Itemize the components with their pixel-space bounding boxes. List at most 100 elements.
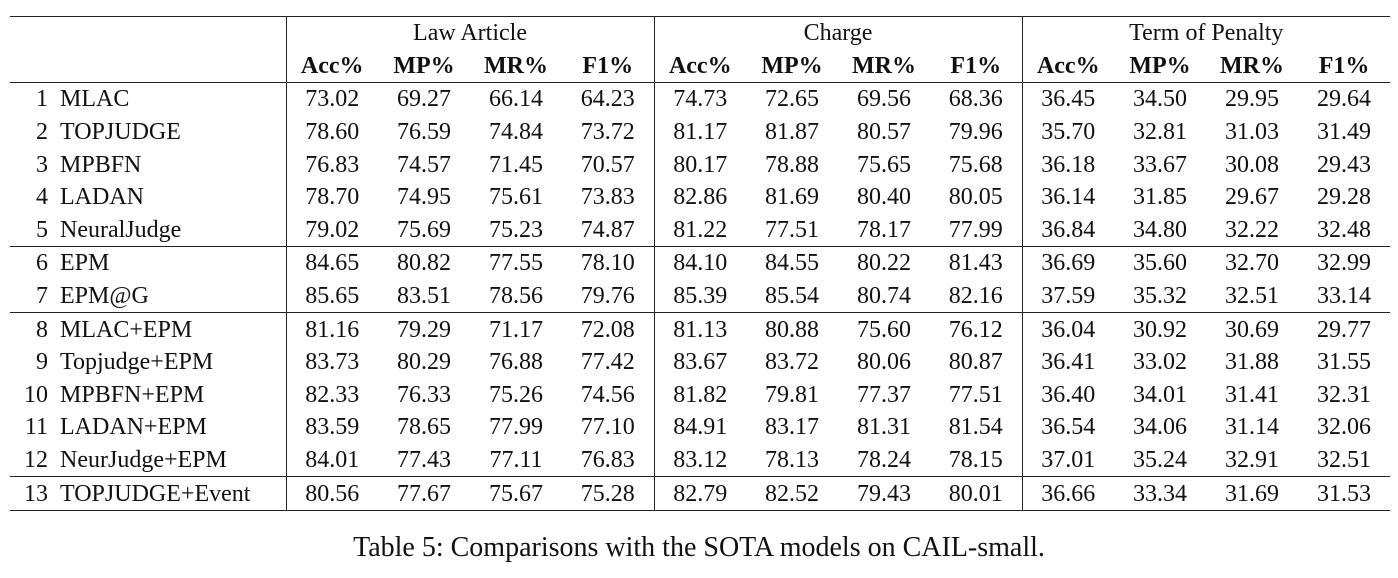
metric-value: 77.11: [489, 447, 543, 474]
metric-value: 72.65: [746, 82, 839, 116]
metric-value: 36.04: [1021, 312, 1115, 346]
metric-value: 83.51: [397, 283, 451, 310]
model-name: MLAC+EPM: [60, 312, 286, 346]
metric-value: 35.32: [1133, 283, 1188, 310]
metric-value: 78.65: [397, 414, 451, 441]
metric-value: 80.29: [397, 349, 451, 376]
metric-value: 80.56: [285, 476, 378, 511]
metric-value: 32.99: [1298, 246, 1391, 280]
table-row: 5 NeuralJudge 79.02 75.69 75.23 74.87 81.22 77.…: [10, 213, 1390, 247]
metric-value: 73.83: [580, 184, 635, 211]
metric-value: 75.28: [562, 476, 655, 511]
metric-value: 70.57: [580, 151, 635, 178]
metric-value: 34.50: [1114, 82, 1207, 116]
corner-cell: [60, 15, 286, 50]
metric-value: 32.81: [1133, 119, 1188, 146]
metric-header: Acc%: [653, 49, 747, 83]
metric-value: 77.42: [580, 349, 635, 376]
metric-value: 30.69: [1206, 312, 1299, 346]
metric-value: 81.13: [653, 312, 747, 346]
metric-value: 74.73: [653, 82, 747, 116]
metric-value: 80.40: [857, 184, 912, 211]
metric-value: 36.41: [1021, 345, 1115, 379]
metric-value: 78.60: [285, 115, 378, 149]
metric-value: 76.88: [489, 349, 543, 376]
table-row: 13 TOPJUDGE+Event 80.56 77.67 75.67 75.28 82.7…: [10, 476, 1391, 511]
metric-value: 36.18: [1021, 148, 1115, 181]
metric-value: 31.85: [1133, 184, 1188, 211]
model-name: NeuralJudge: [60, 216, 182, 243]
metric-value: 33.34: [1114, 476, 1207, 511]
model-name: EPM: [60, 246, 286, 280]
metric-value: 32.48: [1317, 216, 1372, 243]
metric-header-row: Acc% MP% MR% F1% Acc% MP% MR% F1% Acc% M…: [10, 49, 1390, 83]
table-row: 8 MLAC+EPM 81.16 79.29 71.17 72.08 81.13 80.88 7…: [10, 312, 1391, 346]
metric-value: 37.01: [1021, 443, 1115, 477]
row-index: 5: [36, 216, 48, 243]
metric-value: 36.69: [1021, 246, 1115, 280]
metric-value: 78.24: [857, 447, 912, 474]
metric-value: 36.14: [1021, 180, 1115, 214]
table-row: 3 MPBFN 76.83 74.57 71.45 70.57 80.17 78.88 75.6…: [10, 148, 1390, 181]
metric-value: 36.40: [1021, 378, 1115, 412]
metric-value: 30.08: [1225, 151, 1280, 178]
table-row: 12 NeurJudge+EPM 84.01 77.43 77.11 76.83 83.12…: [10, 443, 1390, 477]
metric-value: 76.12: [930, 312, 1023, 346]
metric-value: 31.49: [1317, 119, 1372, 146]
metric-value: 32.91: [1225, 447, 1280, 474]
metric-value: 72.08: [562, 312, 655, 346]
metric-header: Acc%: [1021, 49, 1115, 83]
metric-value: 79.02: [285, 213, 378, 247]
metric-value: 80.05: [948, 184, 1003, 211]
metric-value: 81.87: [765, 119, 820, 146]
metric-value: 83.67: [653, 345, 747, 379]
metric-value: 75.26: [489, 381, 543, 408]
metric-value: 78.17: [857, 216, 912, 243]
model-name: EPM@G: [60, 283, 149, 310]
metric-value: 31.53: [1298, 476, 1391, 511]
table-row: 10 MPBFN+EPM 82.33 76.33 75.26 74.56 81.82 79.8…: [10, 378, 1390, 412]
metric-header: F1%: [950, 52, 1002, 79]
metric-header: MP%: [1129, 52, 1191, 79]
metric-value: 78.88: [765, 151, 820, 178]
metric-value: 69.27: [378, 82, 470, 116]
model-name: NeurJudge+EPM: [60, 447, 227, 474]
metric-value: 73.72: [580, 119, 635, 146]
row-index: 13: [10, 476, 60, 511]
table-row: 11 LADAN+EPM 83.59 78.65 77.99 77.10 84.91 83.1…: [10, 411, 1390, 444]
metric-value: 79.81: [765, 381, 820, 408]
metric-value: 80.57: [857, 119, 912, 146]
results-table: Law Article Charge Term of Penalty Acc% …: [10, 15, 1391, 511]
metric-value: 84.91: [653, 411, 747, 444]
metric-header: Acc%: [285, 49, 378, 83]
metric-value: 31.55: [1317, 349, 1372, 376]
model-name: LADAN: [60, 184, 144, 211]
model-name: MPBFN+EPM: [60, 381, 205, 408]
metric-value: 76.59: [397, 119, 451, 146]
metric-value: 31.41: [1225, 381, 1280, 408]
metric-value: 80.17: [653, 148, 747, 181]
metric-value: 33.14: [1317, 283, 1372, 310]
metric-value: 29.28: [1317, 184, 1372, 211]
metric-value: 84.01: [285, 443, 378, 477]
metric-value: 82.52: [746, 476, 839, 511]
metric-value: 75.65: [857, 151, 912, 178]
row-index: 11: [24, 414, 48, 441]
metric-header: MP%: [761, 52, 823, 79]
metric-value: 74.56: [580, 381, 635, 408]
metric-value: 82.86: [653, 180, 747, 214]
table-row: 7 EPM@G 85.65 83.51 78.56 79.76 85.39 85.54 80.7…: [10, 279, 1390, 313]
metric-value: 81.43: [930, 246, 1023, 280]
metric-header: MR%: [484, 52, 548, 79]
table-row: 1 MLAC 73.02 69.27 66.14 64.23 74.73 72.65 69.56…: [10, 82, 1391, 116]
metric-value: 34.06: [1133, 414, 1188, 441]
metric-header: MR%: [852, 52, 916, 79]
metric-value: 78.56: [489, 283, 543, 310]
metric-value: 85.54: [765, 283, 820, 310]
metric-value: 75.69: [397, 216, 451, 243]
metric-value: 30.92: [1114, 312, 1207, 346]
metric-value: 80.74: [857, 283, 912, 310]
metric-value: 29.77: [1298, 312, 1391, 346]
metric-value: 77.67: [378, 476, 470, 511]
table-row: 2 TOPJUDGE 78.60 76.59 74.84 73.72 81.17 81.87 8…: [10, 115, 1390, 149]
